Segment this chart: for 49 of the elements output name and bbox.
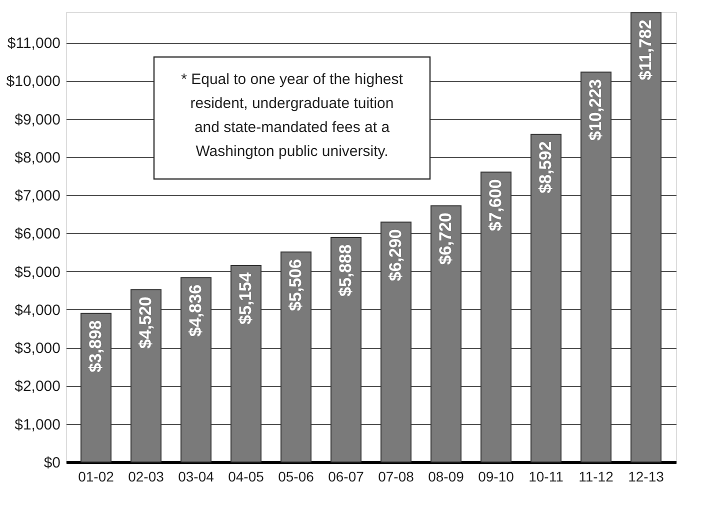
x-tick-label: 05-06 — [278, 468, 314, 484]
bar — [480, 172, 512, 462]
data-label: $6,290 — [386, 229, 405, 282]
x-tick-label: 10-11 — [528, 468, 564, 484]
bar — [230, 264, 262, 462]
data-label: $4,836 — [186, 284, 205, 337]
x-tick-label: 02-03 — [128, 468, 164, 484]
bar — [330, 236, 362, 462]
x-tick-label: 04-05 — [228, 468, 264, 484]
data-label: $5,154 — [236, 272, 255, 324]
data-label: $5,888 — [336, 244, 355, 296]
bar — [380, 222, 412, 462]
y-tick-label: $9,000 — [14, 111, 60, 128]
bar — [630, 12, 662, 462]
x-tick-label: 08-09 — [428, 468, 464, 484]
x-tick-label: 12-13 — [628, 468, 664, 484]
y-tick-label: $7,000 — [14, 188, 60, 205]
y-tick-label: $2,000 — [14, 378, 60, 396]
y-tick-label: $4,000 — [14, 302, 60, 319]
data-label: $3,898 — [86, 320, 105, 372]
bar — [430, 205, 462, 462]
data-label: $5,506 — [286, 259, 305, 312]
y-tick-label: $8,000 — [14, 149, 60, 166]
x-tick-label: 11-12 — [578, 468, 614, 484]
y-tick-label: $10,000 — [6, 73, 60, 90]
bar — [530, 134, 562, 462]
data-label: $8,592 — [536, 141, 555, 194]
y-tick-label: $1,000 — [14, 416, 60, 434]
annotation: * Equal to one year of the highest resident, undergraduate tuition and state-mandated fees at a Washington public university. — [181, 71, 404, 160]
y-tick-label: $11,000 — [7, 35, 60, 52]
bar — [580, 72, 612, 462]
bar — [80, 312, 112, 462]
bar — [180, 277, 212, 462]
y-tick-label: $0 — [44, 454, 60, 472]
data-label: $7,600 — [486, 179, 505, 232]
y-tick-label: $3,000 — [14, 340, 60, 358]
x-tick-label: 09-10 — [478, 468, 514, 484]
data-label: $11,782 — [636, 20, 655, 80]
data-label: $10,223 — [586, 79, 605, 141]
x-tick-label: 06-07 — [328, 468, 364, 484]
data-label: $4,520 — [136, 296, 155, 349]
bar — [130, 289, 162, 462]
x-tick-label: 03-04 — [178, 468, 214, 484]
y-tick-label: $5,000 — [14, 264, 60, 281]
data-label: $6,720 — [436, 212, 455, 265]
bar — [280, 252, 312, 462]
y-tick-label: $6,000 — [14, 226, 60, 243]
x-tick-label: 01-02 — [78, 468, 114, 484]
x-tick-label: 07-08 — [378, 468, 414, 484]
